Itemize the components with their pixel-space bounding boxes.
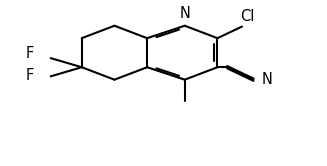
Text: Cl: Cl [240, 9, 254, 24]
Text: N: N [179, 6, 190, 21]
Text: N: N [262, 72, 272, 87]
Text: F: F [26, 68, 34, 83]
Text: F: F [26, 46, 34, 61]
